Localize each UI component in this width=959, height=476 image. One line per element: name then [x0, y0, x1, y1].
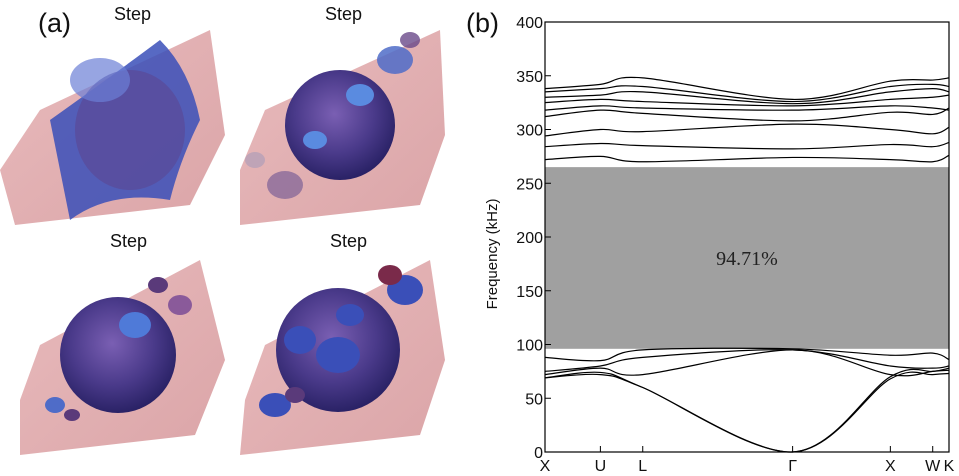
topology-illustrations [0, 30, 445, 455]
y-tick-label: 50 [525, 391, 543, 408]
y-tick-label: 200 [516, 230, 543, 247]
y-tick-label: 250 [516, 176, 543, 193]
step-2-structure [240, 30, 445, 225]
band-gap-label: 94.71% [716, 248, 778, 270]
x-tick-label: X [885, 458, 896, 475]
band-line [544, 371, 950, 453]
band-line [544, 123, 950, 137]
x-tick-label: K [944, 458, 955, 475]
step-label-2: Step [325, 4, 363, 24]
step-1-structure [0, 30, 225, 225]
band-gap-region [545, 167, 949, 349]
band-line [544, 347, 950, 362]
band-line [544, 94, 950, 107]
y-tick-label: 0 [534, 445, 543, 462]
step-label-3: Step [110, 231, 148, 251]
band-line [544, 88, 950, 105]
band-line [544, 349, 950, 372]
y-tick-label: 400 [516, 15, 543, 32]
x-tick-label: Γ [788, 458, 797, 475]
step-label-4: Step [330, 231, 368, 251]
band-line [544, 368, 950, 453]
y-tick-label: 300 [516, 123, 543, 140]
x-tick-label: L [638, 458, 647, 475]
step-4-structure [240, 260, 445, 455]
panel-a-label: (a) [38, 8, 71, 38]
band-line [544, 107, 950, 122]
step-3-structure [20, 260, 225, 455]
panel-b-label: (b) [466, 8, 499, 38]
band-line [544, 76, 950, 101]
x-tick-label: U [595, 458, 607, 475]
y-tick-label: 100 [516, 338, 543, 355]
band-line [544, 105, 950, 111]
step-label-1: Step [114, 4, 152, 24]
x-tick-label: W [925, 458, 941, 475]
band-line [544, 349, 950, 377]
band-line [544, 83, 950, 103]
band-line [544, 141, 950, 150]
y-tick-label: 150 [516, 284, 543, 301]
y-tick-label: 350 [516, 69, 543, 86]
plot-frame [544, 21, 950, 453]
x-tick-label: X [540, 458, 551, 475]
band-line [544, 154, 950, 163]
y-axis-label: Frequency (kHz) [484, 199, 501, 310]
